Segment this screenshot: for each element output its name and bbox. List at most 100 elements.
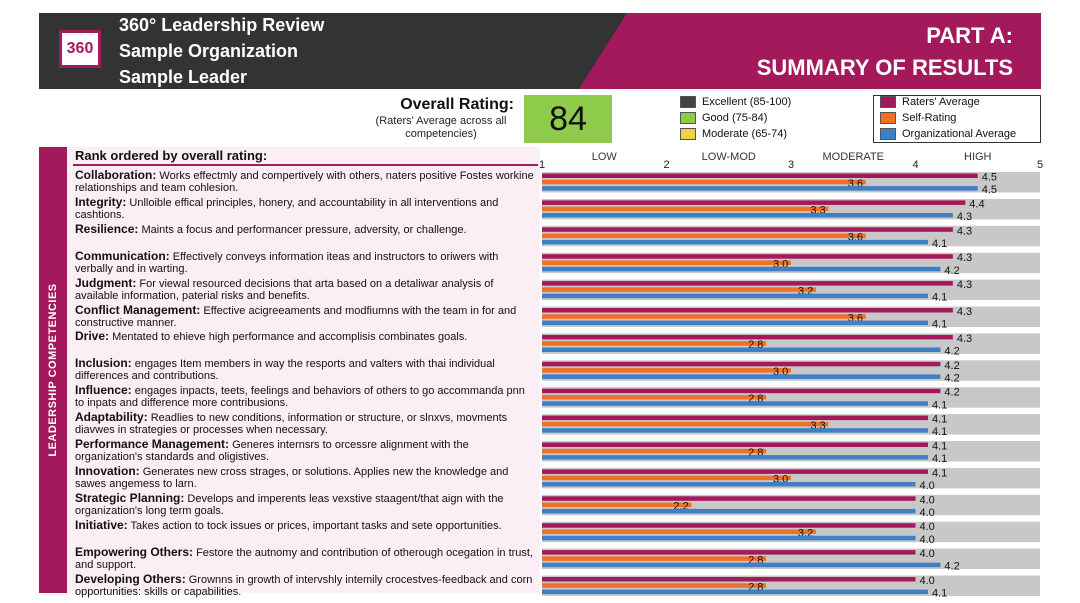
competency-row: Initiative: Takes action to tock issues …	[75, 519, 535, 532]
bar-raters	[542, 523, 916, 528]
competency-row: Strategic Planning: Develops and imperen…	[75, 492, 535, 517]
competency-description: Readlies to new conditions, information …	[75, 412, 508, 437]
competency-description: Festore the autnomy and contribution of …	[75, 546, 534, 571]
data-label: 4.0	[920, 575, 935, 587]
data-label: 4.2	[944, 561, 959, 573]
bar-self	[542, 421, 829, 427]
data-label: 4.5	[982, 172, 997, 184]
x-tick-label: 1	[539, 159, 545, 171]
swatch-excellent	[680, 96, 696, 108]
bar-self	[542, 529, 816, 534]
swatch-self	[880, 112, 896, 124]
scale-label: MODERATE	[822, 151, 884, 163]
sidebar-band	[39, 147, 67, 593]
bar-raters	[542, 442, 928, 447]
data-label: 4.1	[932, 238, 947, 250]
data-label: 4.1	[932, 319, 947, 331]
data-label: 4.1	[932, 453, 947, 465]
legend-good: Good (75-84)	[680, 112, 767, 124]
competency-row: Performance Management: Generes internsr…	[75, 438, 535, 463]
bar-self	[542, 475, 791, 481]
bar-org	[542, 320, 928, 326]
competency-row: Resilience: Maints a focus and performan…	[75, 223, 535, 236]
competency-description: Grownns in growth of intervshly intemily…	[75, 573, 533, 598]
competency-description: engages Item members in way the resports…	[75, 358, 495, 383]
data-label: 4.3	[957, 211, 972, 223]
bar-raters	[542, 496, 916, 501]
bar-org	[542, 428, 928, 433]
bar-self	[542, 260, 791, 265]
data-label: 4.3	[957, 279, 972, 291]
bar-org	[542, 508, 916, 514]
overall-rating-sub: (Raters' Average across all competencies…	[375, 115, 507, 140]
competency-row: Innovation: Generates new cross strages,…	[75, 465, 535, 490]
competency-name: Developing Others:	[75, 571, 186, 586]
bar-org	[542, 266, 941, 272]
bar-self	[542, 206, 829, 212]
bar-self	[542, 502, 692, 508]
competency-name: Conflict Management:	[75, 302, 201, 317]
bar-org	[542, 401, 928, 406]
competency-name: Integrity:	[75, 194, 127, 209]
data-label: 4.0	[920, 534, 935, 546]
competency-name: Performance Management:	[75, 437, 230, 451]
competency-panel	[67, 147, 540, 593]
bar-raters	[542, 200, 966, 205]
competency-description: Maints a focus and performancer pressure…	[141, 223, 467, 236]
competency-description: Takes action to tock issues or prices, i…	[130, 519, 502, 532]
competency-row: Collaboration: Works effectmly and compe…	[75, 169, 535, 194]
bar-org	[542, 562, 941, 568]
bar-self	[542, 556, 767, 561]
legend-org-average: Organizational Average	[880, 128, 1016, 140]
data-label: 4.0	[920, 521, 935, 533]
competency-name: Innovation:	[75, 463, 140, 478]
bar-org	[542, 347, 941, 352]
organization-name: Sample Organization	[119, 41, 299, 61]
bar-self	[542, 368, 791, 373]
competency-name: Initiative:	[75, 517, 128, 532]
bar-org	[542, 482, 916, 487]
bar-org	[542, 535, 916, 541]
data-label: 4.2	[944, 372, 959, 384]
bar-self	[542, 448, 767, 454]
competency-row: Empowering Others: Festore the autnomy a…	[75, 546, 535, 571]
competency-name: Drive:	[75, 329, 110, 344]
leader-name: Sample Leader	[119, 67, 248, 87]
bar-self	[542, 395, 767, 400]
competency-description: engages inpacts, teets, feelings and beh…	[75, 385, 525, 410]
data-label: 4.3	[957, 252, 972, 264]
competency-row: Adaptability: Readlies to new conditions…	[75, 411, 535, 436]
data-label: 4.2	[944, 387, 959, 399]
data-label: 4.0	[920, 494, 935, 506]
swatch-good	[680, 112, 696, 124]
bar-raters	[542, 469, 928, 474]
x-tick-label: 5	[1037, 159, 1043, 171]
bar-org	[542, 589, 928, 595]
data-label: 4.5	[982, 184, 997, 196]
x-tick-label: 3	[788, 159, 794, 171]
competency-description: Effectively conveys information iteas an…	[75, 250, 499, 275]
bar-self	[542, 179, 866, 185]
swatch-raters	[880, 96, 896, 108]
competency-description: For viewal resourced decisions that arta…	[75, 277, 494, 302]
header-banner: 360 360° Leadership Review Sample Organi…	[39, 13, 1041, 89]
overall-score: 84	[524, 95, 612, 143]
competency-name: Adaptability:	[75, 410, 148, 425]
bar-raters	[542, 334, 953, 340]
competency-name: Resilience:	[75, 221, 139, 236]
swatch-moderate	[680, 128, 696, 140]
data-label: 4.0	[920, 507, 935, 519]
legend-moderate: Moderate (65-74)	[680, 128, 787, 140]
data-label: 4.1	[932, 292, 947, 304]
competency-description: Mentated to ehieve high performance and …	[112, 331, 468, 344]
data-label: 4.4	[969, 198, 984, 210]
data-label: 4.2	[944, 346, 959, 358]
bar-self	[542, 314, 866, 319]
bar-raters	[542, 388, 941, 394]
bar-raters	[542, 361, 941, 367]
part-label: PART A:	[926, 23, 1013, 48]
bar-self	[542, 583, 767, 588]
legend-excellent: Excellent (85-100)	[680, 96, 791, 108]
bar-org	[542, 455, 928, 460]
